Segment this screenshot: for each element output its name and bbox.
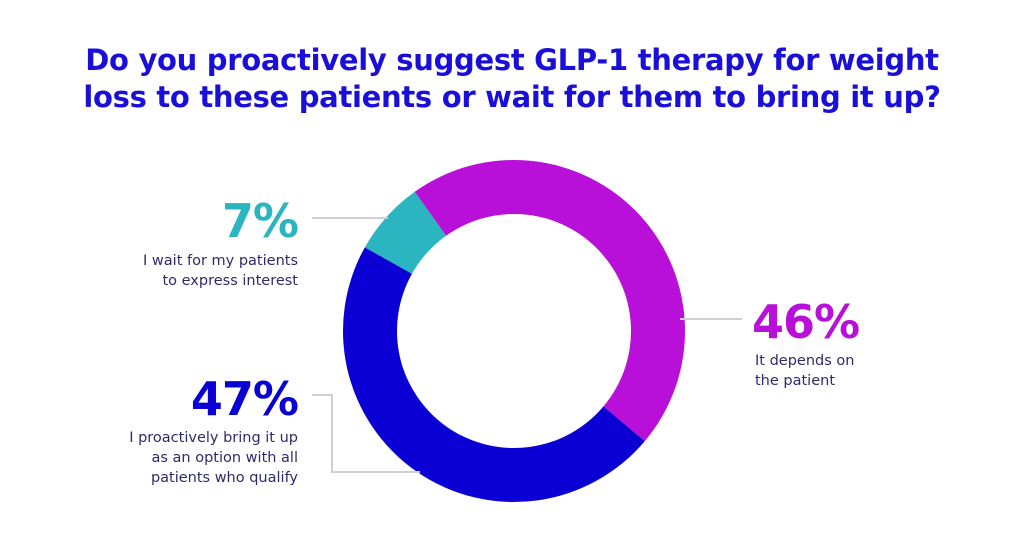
label-7-description: I wait for my patients to express intere…	[80, 251, 298, 291]
desc-line: the patient	[755, 373, 836, 389]
connector-line-47	[312, 394, 420, 473]
label-7-percent: 7%	[221, 194, 299, 248]
donut-slice-46	[414, 160, 685, 442]
desc-line: I proactively bring it up	[129, 430, 298, 446]
chart-title: Do you proactively suggest GLP-1 therapy…	[0, 42, 1024, 116]
label-47-percent: 47%	[190, 372, 299, 426]
label-46-percent: 46%	[752, 295, 860, 349]
desc-line: patients who qualify	[150, 470, 298, 486]
desc-line: as an option with all	[151, 450, 298, 466]
desc-line: I wait for my patients	[143, 253, 298, 269]
donut-slice-47	[343, 247, 645, 502]
label-47-description: I proactively bring it up as an option w…	[60, 428, 298, 488]
desc-line: It depends on	[755, 353, 855, 369]
title-line-2: loss to these patients or wait for them …	[83, 80, 941, 114]
label-46-description: It depends on the patient	[755, 351, 854, 391]
title-line-1: Do you proactively suggest GLP-1 therapy…	[85, 43, 939, 77]
desc-line: to express interest	[162, 273, 298, 289]
donut-slice-7	[364, 191, 447, 274]
